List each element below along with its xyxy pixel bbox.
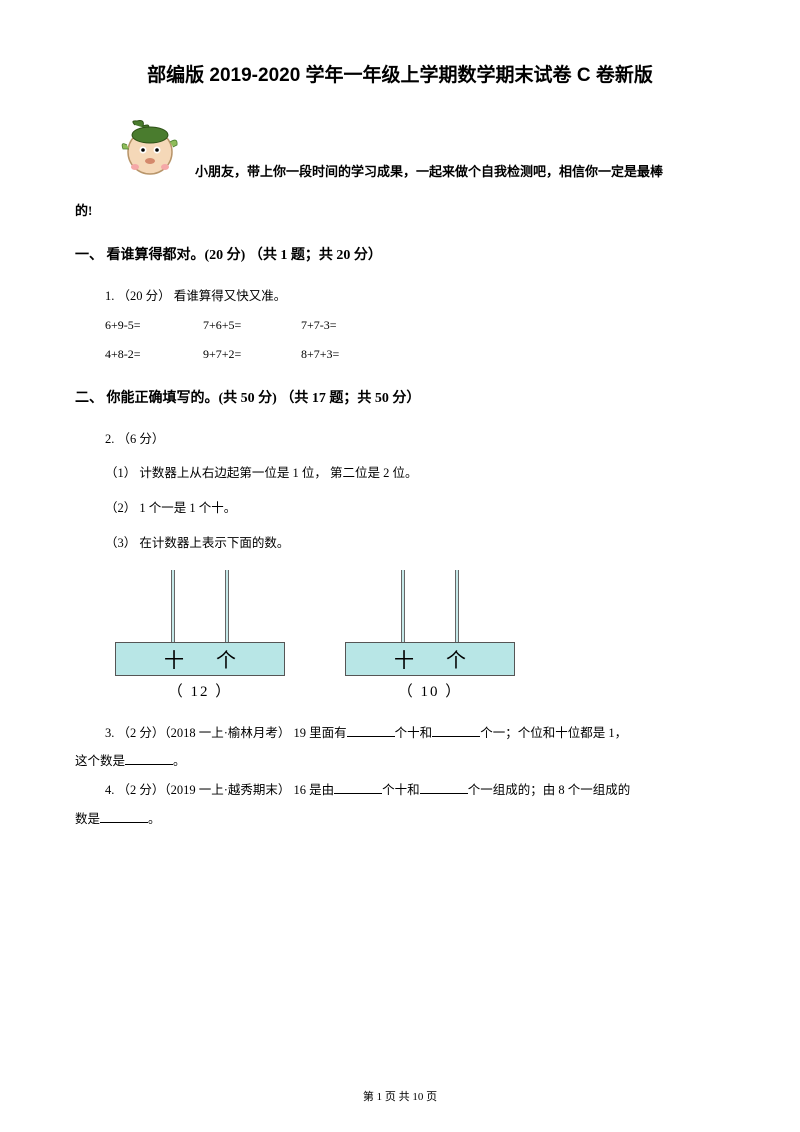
abacus-label-left: （ 12 ） [115, 680, 285, 701]
q3-b: 个十和 [395, 726, 433, 740]
q4-c: 个一组成的；由 8 个一组成的 [468, 783, 631, 797]
blank [125, 752, 173, 765]
q2-text: 2. （6 分） [105, 425, 725, 454]
expr: 6+9-5= [105, 311, 200, 340]
expr: 8+7+3= [301, 340, 396, 369]
abacus-right: 十 个 （ 10 ） [345, 570, 515, 701]
abacus-label-right: （ 10 ） [345, 680, 515, 701]
rod [401, 570, 405, 642]
q3-a: 3. （2 分）（2018 一上·榆林月考） 19 里面有 [105, 726, 347, 740]
blank [100, 810, 148, 823]
blank [420, 781, 468, 794]
section1-heading: 一、 看谁算得都对。(20 分) （共 1 题；共 20 分） [75, 244, 725, 264]
rod [225, 570, 229, 642]
blank [334, 781, 382, 794]
blank [347, 724, 395, 737]
rod [455, 570, 459, 642]
expr: 7+7-3= [301, 311, 396, 340]
expr: 9+7+2= [203, 340, 298, 369]
q3-c: 个一；个位和十位都是 1， [480, 726, 627, 740]
abacus-base: 十 个 [115, 642, 285, 676]
abacus-left: 十 个 （ 12 ） [115, 570, 285, 701]
expr: 4+8-2= [105, 340, 200, 369]
q3-e: 。 [173, 754, 186, 768]
expr-row-1: 6+9-5= 7+6+5= 7+7-3= [105, 311, 725, 340]
ten-char: 十 [164, 644, 184, 673]
expr-row-2: 4+8-2= 9+7+2= 8+7+3= [105, 340, 725, 369]
q4-b: 个十和 [382, 783, 420, 797]
blank [432, 724, 480, 737]
q2-3: （3） 在计数器上表示下面的数。 [105, 529, 725, 558]
q1-text: 1. （20 分） 看谁算得又快又准。 [105, 282, 725, 311]
mascot-icon [115, 117, 185, 187]
ten-char: 十 [394, 644, 414, 673]
page-footer: 第 1 页 共 10 页 [0, 1088, 800, 1104]
q3-d: 这个数是 [75, 754, 125, 768]
intro-line1: 小朋友，带上你一段时间的学习成果，一起来做个自我检测吧，相信你一定是最棒 [195, 156, 663, 187]
intro-line2: 的! [75, 195, 725, 226]
q2-2: （2） 1 个一是 1 个十。 [105, 494, 725, 523]
abacus-row: 十 个 （ 12 ） 十 个 （ 10 ） [115, 570, 725, 701]
one-char: 个 [446, 644, 466, 673]
section2-heading: 二、 你能正确填写的。(共 50 分) （共 17 题；共 50 分） [75, 387, 725, 407]
expr: 7+6+5= [203, 311, 298, 340]
q4-a: 4. （2 分）（2019 一上·越秀期末） 16 是由 [105, 783, 334, 797]
q3-line2: 这个数是 。 [75, 747, 725, 776]
q2-1: （1） 计数器上从右边起第一位是 1 位， 第二位是 2 位。 [105, 459, 725, 488]
q4-line1: 4. （2 分）（2019 一上·越秀期末） 16 是由 个十和 个一组成的；由 8… [105, 776, 725, 805]
q4-d: 数是 [75, 812, 100, 826]
rod [171, 570, 175, 642]
q4-line2: 数是 。 [75, 805, 725, 834]
one-char: 个 [216, 644, 236, 673]
abacus-base: 十 个 [345, 642, 515, 676]
q4-e: 。 [148, 812, 161, 826]
q3-line1: 3. （2 分）（2018 一上·榆林月考） 19 里面有 个十和 个一；个位和十位… [105, 719, 725, 748]
page-title: 部编版 2019-2020 学年一年级上学期数学期末试卷 C 卷新版 [75, 60, 725, 87]
